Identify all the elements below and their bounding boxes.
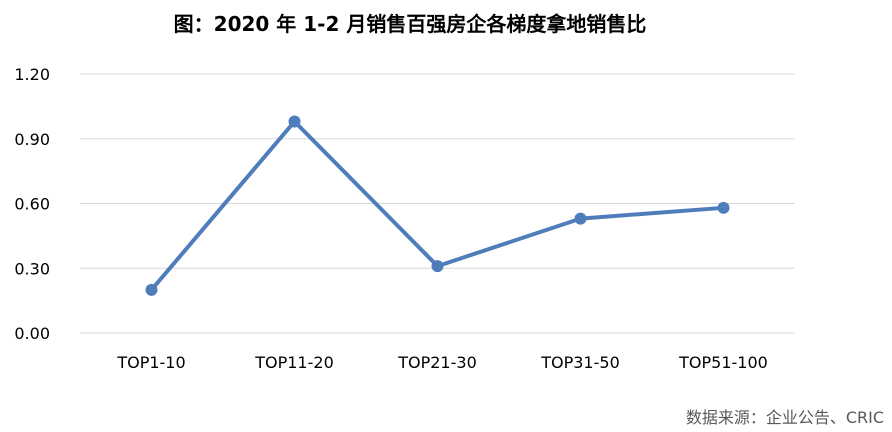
data-point [717, 201, 730, 214]
x-tick-label: TOP1-10 [116, 353, 185, 372]
x-tick-label: TOP11-20 [254, 353, 334, 372]
y-tick-label: 0.30 [14, 259, 50, 278]
x-tick-label: TOP21-30 [397, 353, 477, 372]
data-source-note: 数据来源：企业公告、CRIC [685, 408, 884, 427]
data-point [431, 260, 444, 273]
y-tick-label: 0.90 [14, 130, 50, 149]
data-point [574, 212, 587, 225]
x-tick-label: TOP51-100 [678, 353, 768, 372]
y-tick-label: 0.60 [14, 195, 50, 214]
chart-title: 图：2020 年 1-2 月销售百强房企各梯度拿地销售比 [173, 12, 647, 36]
data-point [288, 115, 301, 128]
data-point [145, 283, 158, 296]
y-tick-label: 1.20 [14, 65, 50, 84]
x-tick-label: TOP31-50 [540, 353, 620, 372]
y-tick-label: 0.00 [14, 324, 50, 343]
